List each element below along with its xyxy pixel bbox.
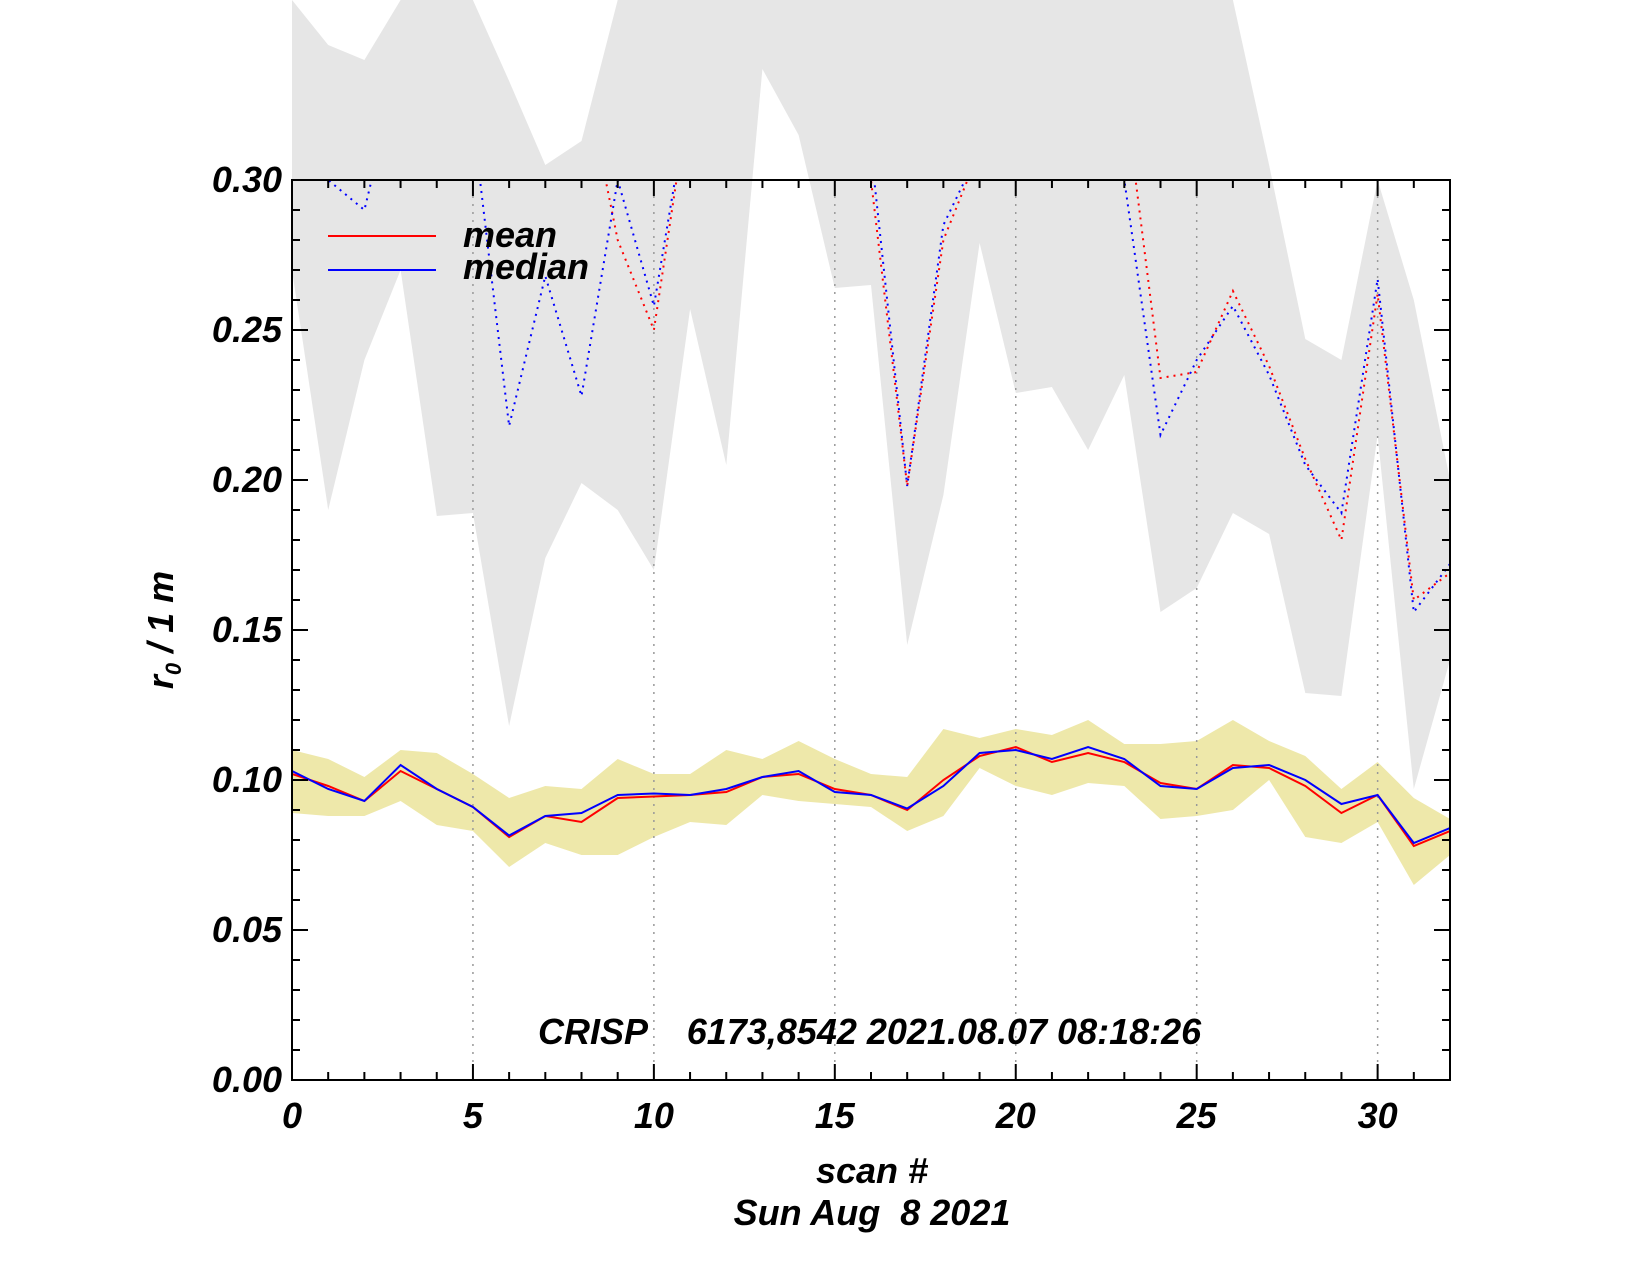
legend-median-label: median xyxy=(463,246,589,287)
x-tick-label-30: 30 xyxy=(1358,1095,1398,1136)
y-axis-ticks: 0.00 0.05 0.10 0.15 0.20 0.25 0.30 xyxy=(212,159,1450,1100)
band-low-area xyxy=(292,720,1450,885)
y-axis-title-main: r xyxy=(140,673,181,689)
y-tick-label-5: 0.25 xyxy=(212,309,283,350)
y-tick-label-3: 0.15 xyxy=(212,609,283,650)
x-tick-label-25: 25 xyxy=(1176,1095,1218,1136)
y-axis-title-subscript: 0 xyxy=(161,662,186,675)
y-tick-label-1: 0.05 xyxy=(212,909,283,950)
x-tick-label-10: 10 xyxy=(634,1095,674,1136)
y-tick-label-4: 0.20 xyxy=(212,459,282,500)
x-axis-title: scan # xyxy=(816,1150,928,1191)
x-axis-ticks: 0 5 10 15 20 25 30 xyxy=(282,180,1451,1136)
y-axis-title: r0 / 1 m xyxy=(140,571,186,689)
instrument-annotation: CRISP 6173,8542 2021.08.07 08:18:26 xyxy=(538,1011,1202,1052)
legend-mean-label: mean xyxy=(463,214,557,255)
legend: mean median xyxy=(328,214,589,287)
mean-median-lines xyxy=(292,745,1450,848)
x-tick-label-20: 20 xyxy=(995,1095,1036,1136)
median-line xyxy=(292,745,1450,845)
y-tick-label-2: 0.10 xyxy=(212,759,282,800)
y-axis-title-rest: / 1 m xyxy=(140,571,181,663)
x-tick-label-0: 0 xyxy=(282,1095,302,1136)
low-range-band-layer xyxy=(292,720,1450,885)
x-tick-label-5: 5 xyxy=(463,1095,484,1136)
date-label: Sun Aug 8 2021 xyxy=(734,1192,1011,1233)
band-high-area xyxy=(292,0,1450,789)
vertical-gridlines xyxy=(472,180,1379,1080)
high-range-band-layer xyxy=(292,0,1450,789)
x-tick-label-15: 15 xyxy=(815,1095,856,1136)
y-tick-label-0: 0.00 xyxy=(212,1059,282,1100)
y-tick-label-6: 0.30 xyxy=(212,159,282,200)
